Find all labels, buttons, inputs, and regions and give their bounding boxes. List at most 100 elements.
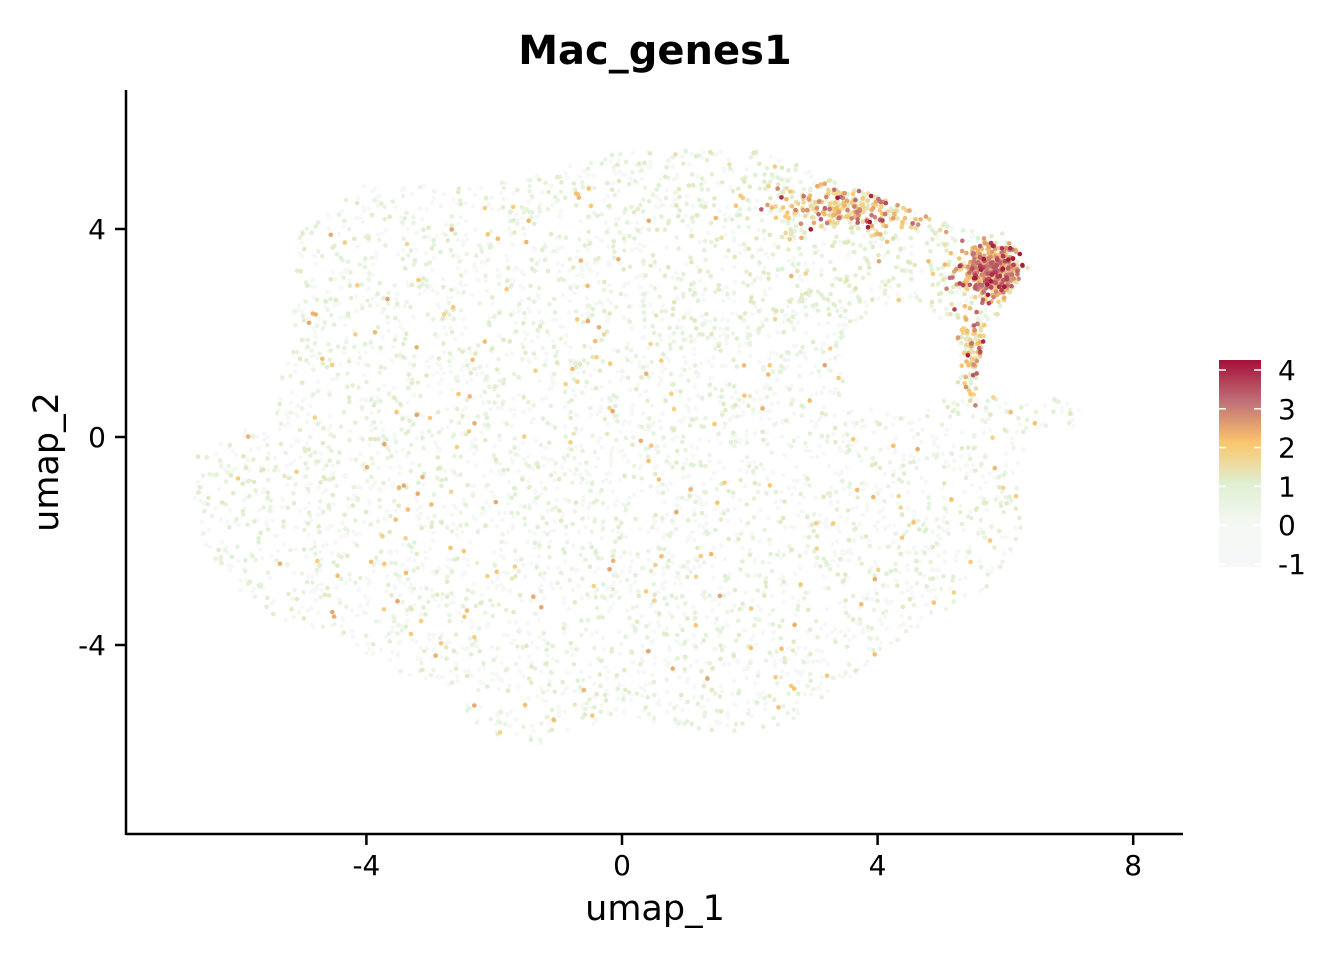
cell-point [946,463,952,469]
cell-point [590,306,596,312]
cell-point [525,630,531,636]
cell-point [409,581,414,587]
cell-point [785,178,791,183]
cell-point [781,552,787,558]
cell-point [440,674,445,680]
cell-point [930,544,936,550]
cell-point [528,598,533,604]
cell-point [968,380,974,386]
cell-point [552,469,558,475]
cell-point [429,520,435,525]
cell-point [421,445,427,451]
cell-point [805,654,810,660]
cell-point [983,405,989,411]
cell-point [569,447,574,452]
cell-point [982,535,988,540]
cell-point [400,416,405,422]
cell-point [218,554,224,560]
cell-point [385,456,390,461]
cell-point [444,656,449,661]
cell-point [875,519,881,524]
cell-point [463,269,468,274]
cell-point [679,692,684,698]
cell-point [895,291,900,297]
cell-point [901,471,907,476]
cell-point [541,596,547,601]
cell-point [543,395,549,401]
cell-point [657,332,662,338]
cell-point [901,456,906,462]
cell-point [732,443,737,449]
cell-point [599,211,604,217]
cell-point [877,422,882,427]
cell-point [312,341,318,346]
cell-point [659,214,664,219]
cell-point [272,456,278,461]
cell-point [313,334,319,340]
cell-point [304,358,309,363]
cell-point [778,636,784,641]
cell-point [245,522,250,528]
cell-point [458,273,464,278]
cell-point [767,693,772,699]
cell-point [665,487,670,493]
cell-point [639,424,645,430]
cell-point [737,343,743,348]
cell-point [611,180,616,186]
cell-point [685,616,690,621]
cell-point [428,673,434,678]
cell-point [497,207,502,213]
cell-point [679,325,685,331]
cell-point [671,339,677,344]
cell-point [500,205,506,210]
cell-point [638,685,644,691]
cell-point [372,419,377,425]
cell-point [484,624,490,629]
cell-point [417,185,423,190]
cell-point [393,560,399,566]
cell-point [611,393,616,398]
cell-point [512,445,517,451]
cell-point [404,210,409,216]
cell-point [557,269,562,274]
cell-point [804,331,809,336]
cell-point [558,208,564,214]
cell-point [579,427,584,432]
cell-point [867,569,872,574]
cell-point [833,627,838,632]
cell-point [419,660,424,666]
cell-point [768,195,773,201]
cell-point [562,550,567,555]
cell-point [869,565,874,571]
cell-point [498,472,504,477]
cell-point [815,308,821,314]
cell-point [543,445,548,451]
cell-point [472,192,478,198]
cell-point [831,675,836,681]
cell-point [762,265,768,271]
cell-point [824,633,830,638]
cell-point [865,624,871,630]
cell-point [730,188,736,194]
cell-point [449,295,454,301]
cell-point [630,442,635,448]
cell-point [1016,415,1021,421]
cell-point [516,374,521,380]
cell-point [312,544,318,550]
cell-point [430,538,436,544]
cell-point [622,248,627,253]
cell-point [581,320,586,325]
cell-point [630,402,636,408]
cell-point [641,197,646,203]
cell-point [400,600,405,605]
cell-point [905,588,910,593]
cell-point [330,377,335,382]
cell-point [377,497,382,503]
cell-point [1004,535,1009,540]
cell-point [715,627,720,632]
cell-point [832,267,837,272]
cell-point [702,589,707,595]
cell-point [920,593,925,598]
cell-point [830,542,836,547]
cell-point [688,339,694,344]
